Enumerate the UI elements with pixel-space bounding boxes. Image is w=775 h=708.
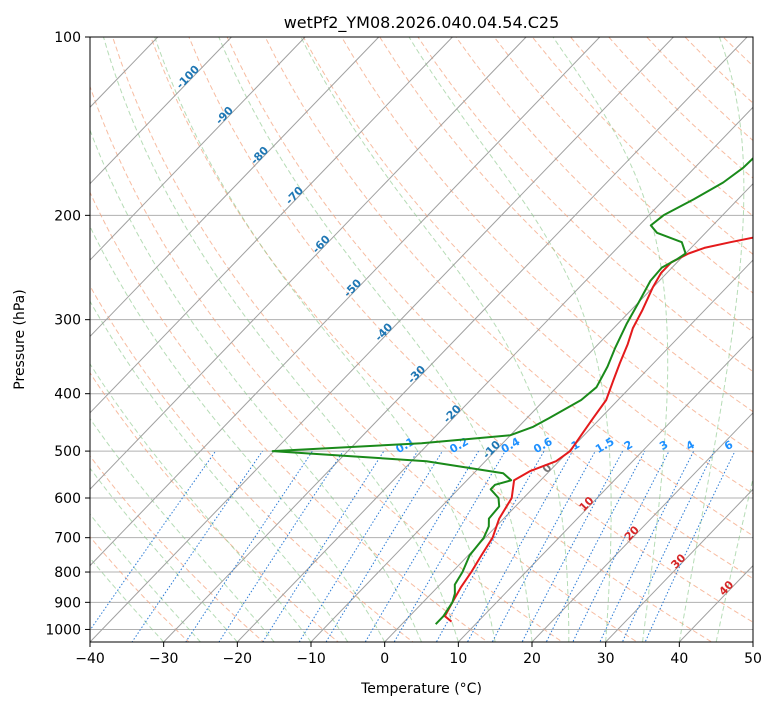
dry-adiabat bbox=[264, 37, 753, 537]
isotherm bbox=[90, 37, 674, 642]
dry-adiabat bbox=[90, 284, 414, 642]
x-tick-label: −10 bbox=[296, 651, 326, 667]
isotherm bbox=[163, 37, 748, 642]
moist-adiabat bbox=[90, 225, 386, 642]
y-tick-label: 800 bbox=[54, 565, 81, 581]
y-tick-label: 200 bbox=[54, 208, 81, 224]
y-tick-label: 400 bbox=[54, 387, 81, 403]
moist-adiabat bbox=[715, 476, 753, 642]
x-tick-label: 10 bbox=[449, 651, 467, 667]
isotherm bbox=[90, 37, 527, 490]
moist-adiabat bbox=[90, 300, 349, 642]
mixing-ratio-line bbox=[298, 450, 419, 642]
mixing-ratio-line bbox=[325, 450, 443, 642]
moist-adiabat bbox=[90, 128, 422, 642]
isotherm bbox=[90, 37, 380, 338]
background-lines bbox=[90, 37, 753, 642]
mixing-ratio-line bbox=[262, 450, 385, 642]
y-tick-label: 100 bbox=[54, 30, 81, 46]
y-tick-label: 500 bbox=[54, 444, 81, 460]
dry-adiabat bbox=[90, 536, 190, 642]
moist-adiabat bbox=[90, 417, 275, 642]
dry-adiabat bbox=[302, 37, 753, 495]
dry-adiabat bbox=[493, 37, 753, 294]
moist-adiabat bbox=[300, 37, 570, 642]
moist-adiabat bbox=[90, 363, 312, 642]
mixing-ratio-line bbox=[364, 450, 480, 642]
isotherm bbox=[90, 37, 306, 261]
y-tick-label: 700 bbox=[54, 531, 81, 547]
isotherm bbox=[90, 37, 453, 414]
y-axis-label: Pressure (hPa) bbox=[12, 289, 28, 389]
axis-ticks: −40 −30 −20 −10 0 10 20 30 40 50 100 200 300 400 500 60… bbox=[45, 30, 762, 667]
mixing-ratio-line bbox=[572, 450, 670, 642]
chart-title: wetPf2_YM08.2026.040.04.54.C25 bbox=[284, 13, 560, 33]
isotherm bbox=[310, 182, 753, 642]
moist-adiabat bbox=[408, 37, 612, 642]
plot-frame bbox=[89, 36, 754, 643]
moist-adiabat bbox=[103, 37, 459, 642]
y-tick-label: 1000 bbox=[45, 622, 81, 638]
mixing-ratio-line bbox=[90, 450, 217, 632]
dry-adiabat bbox=[341, 37, 753, 453]
moist-adiabat bbox=[90, 557, 165, 642]
x-tick-label: 20 bbox=[523, 651, 541, 667]
x-tick-label: −30 bbox=[149, 651, 179, 667]
moist-adiabat bbox=[90, 467, 238, 642]
dry-adiabat bbox=[90, 371, 340, 642]
mixing-ratio-line bbox=[218, 450, 344, 642]
dry-adiabat bbox=[112, 37, 638, 642]
moist-adiabat bbox=[154, 37, 496, 642]
x-tick-label: −40 bbox=[75, 651, 105, 667]
mixing-ratio-line bbox=[621, 450, 715, 642]
dry-adiabat bbox=[150, 37, 713, 642]
dry-adiabat bbox=[188, 37, 753, 623]
moist-adiabat bbox=[552, 37, 669, 642]
isotherm bbox=[531, 412, 753, 642]
dry-adiabat bbox=[90, 85, 564, 642]
moist-adiabat bbox=[218, 37, 533, 642]
moist-adiabat bbox=[90, 513, 201, 642]
temperature-line bbox=[443, 236, 753, 623]
isotherm bbox=[236, 106, 753, 642]
mixing-ratio-line bbox=[521, 450, 624, 642]
y-tick-label: 900 bbox=[54, 595, 81, 611]
dry-adiabat bbox=[90, 455, 265, 642]
isotherm bbox=[457, 335, 753, 642]
y-tick-label: 600 bbox=[54, 491, 81, 507]
y-tick-label: 300 bbox=[54, 313, 81, 329]
mixing-ratio-line bbox=[393, 450, 506, 642]
mixing-ratio-line bbox=[545, 450, 646, 642]
mixing-ratio-line bbox=[131, 450, 263, 642]
x-tick-label: 30 bbox=[597, 651, 615, 667]
mixing-ratio-label: 8 bbox=[750, 438, 763, 453]
mixing-ratio-line bbox=[185, 450, 313, 642]
profile-lines bbox=[271, 156, 753, 625]
isotherm bbox=[605, 488, 753, 642]
isotherm bbox=[90, 37, 601, 567]
x-tick-label: 40 bbox=[670, 651, 688, 667]
mixing-ratio-line bbox=[644, 450, 736, 642]
dry-adiabat bbox=[455, 37, 753, 333]
mixing-ratio-line bbox=[435, 450, 545, 642]
x-tick-label: −20 bbox=[223, 651, 253, 667]
x-tick-label: 0 bbox=[380, 651, 389, 667]
isotherm bbox=[90, 37, 232, 185]
x-tick-label: 50 bbox=[744, 651, 762, 667]
x-axis-label: Temperature (°C) bbox=[360, 681, 482, 697]
dewpoint-line bbox=[271, 156, 753, 625]
moist-adiabat bbox=[678, 37, 745, 642]
dry-adiabat bbox=[226, 37, 753, 580]
dry-adiabat bbox=[417, 37, 753, 373]
